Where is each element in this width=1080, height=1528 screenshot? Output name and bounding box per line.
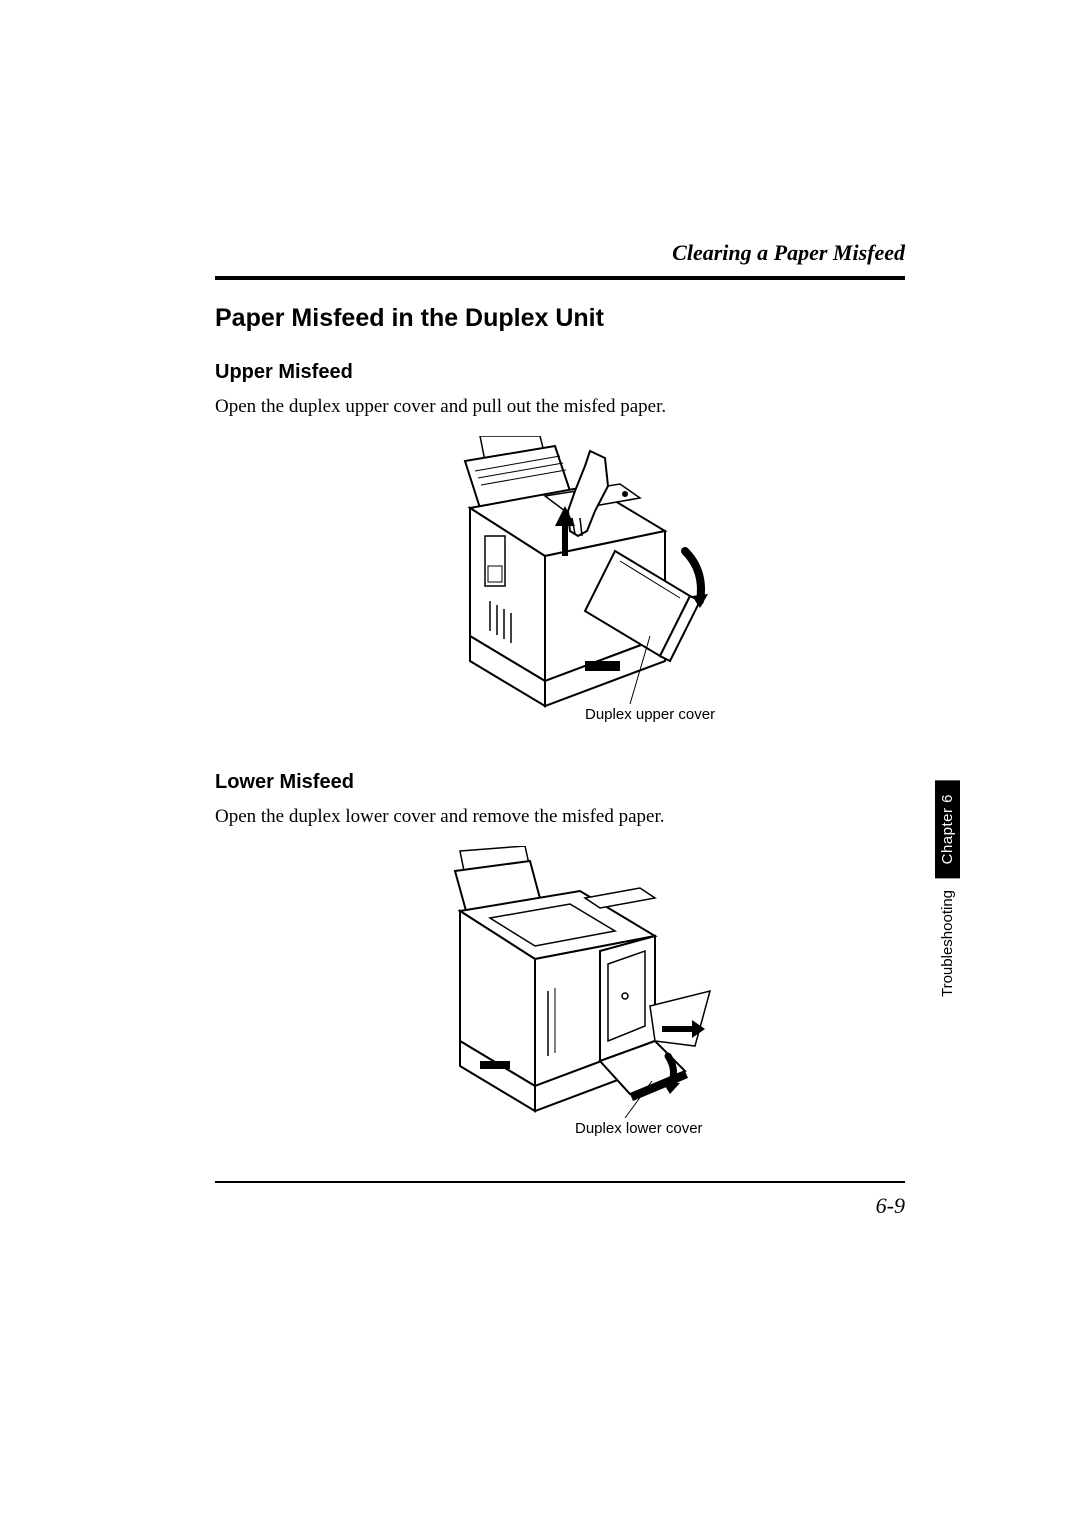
footer-rule [215, 1181, 905, 1183]
lower-figure: Duplex lower cover [215, 846, 905, 1151]
upper-callout-label: Duplex upper cover [585, 706, 715, 723]
lower-printer-illustration: Duplex lower cover [400, 846, 720, 1146]
upper-printer-illustration: Duplex upper cover [390, 436, 730, 736]
upper-misfeed-body: Open the duplex upper cover and pull out… [215, 396, 905, 418]
page-number: 6-9 [215, 1193, 905, 1219]
tab-chapter-label: Chapter 6 [935, 780, 960, 878]
lower-misfeed-body: Open the duplex lower cover and remove t… [215, 806, 905, 828]
upper-misfeed-heading: Upper Misfeed [215, 361, 905, 384]
lower-misfeed-heading: Lower Misfeed [215, 771, 905, 794]
chapter-tab: Chapter 6 Troubleshooting [935, 780, 960, 1009]
upper-figure: Duplex upper cover [215, 436, 905, 741]
lower-callout-label: Duplex lower cover [575, 1120, 703, 1137]
tab-section-label: Troubleshooting [939, 878, 956, 1009]
main-title: Paper Misfeed in the Duplex Unit [215, 304, 905, 333]
running-header: Clearing a Paper Misfeed [215, 240, 905, 276]
header-rule [215, 276, 905, 280]
